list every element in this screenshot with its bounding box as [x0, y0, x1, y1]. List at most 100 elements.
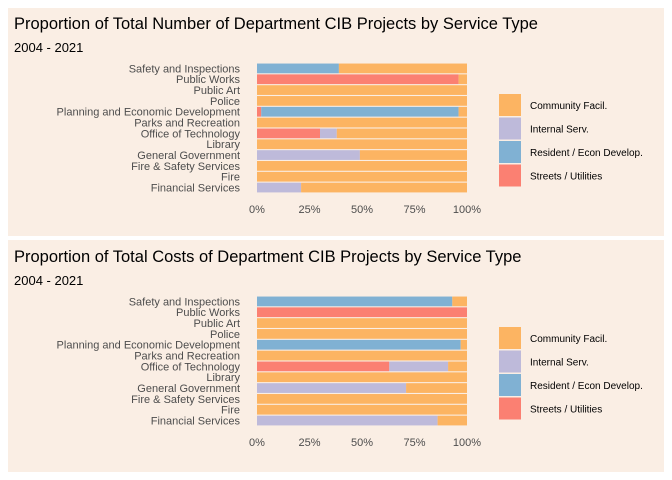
category-label-library: Library	[206, 139, 240, 151]
legend: Community Facil. Internal Serv. Resident /…	[499, 94, 643, 187]
x-tick-label: 50%	[351, 204, 373, 216]
bar-public-works-streets-utilities	[257, 307, 467, 318]
x-axis-tick-labels: 0% 25% 50% 75% 100%	[249, 437, 481, 449]
chart-title: Proportion of Total Costs of Department …	[14, 248, 521, 266]
bar-segments	[257, 63, 467, 193]
category-label-police: Police	[210, 96, 240, 108]
category-label-safety-and-inspections: Safety and Inspections	[129, 63, 241, 75]
category-label-office-of-technology: Office of Technology	[141, 361, 241, 373]
category-label-financial-services: Financial Services	[151, 183, 241, 195]
bar-office-of-technology-internal-serv	[389, 361, 449, 372]
chart-subtitle: 2004 - 2021	[14, 273, 83, 288]
category-label-planning-and-economic-development: Planning and Economic Development	[57, 107, 240, 119]
legend-label-streets-utilities: Streets / Utilities	[530, 172, 602, 183]
bar-public-art-community-facil	[257, 318, 467, 328]
bar-financial-services-internal-serv	[257, 182, 302, 193]
bar-police-community-facil	[257, 329, 467, 339]
category-label-safety-and-inspections: Safety and Inspections	[129, 296, 241, 308]
category-label-public-works: Public Works	[176, 74, 240, 86]
x-tick-label: 25%	[298, 204, 320, 216]
x-tick-label: 100%	[453, 204, 481, 216]
x-tick-label: 25%	[298, 437, 320, 449]
bar-segments	[257, 296, 467, 426]
bar-public-works-community-facil	[458, 74, 467, 85]
category-label-general-government: General Government	[137, 383, 240, 395]
bar-office-of-technology-community-facil	[448, 361, 467, 372]
x-tick-label: 75%	[403, 204, 425, 216]
bar-fire-safety-services-community-facil	[257, 394, 467, 404]
x-tick-label: 0%	[249, 437, 265, 449]
x-tick-label: 50%	[351, 437, 373, 449]
category-label-financial-services: Financial Services	[151, 416, 241, 428]
legend-swatch-resident-econ-develop	[499, 141, 521, 163]
bar-planning-and-economic-development-community-facil	[460, 339, 467, 350]
bar-parks-and-recreation-community-facil	[257, 350, 467, 361]
legend-label-internal-serv: Internal Serv.	[530, 358, 589, 369]
bar-general-government-internal-serv	[257, 383, 407, 393]
bar-office-of-technology-streets-utilities	[257, 128, 320, 139]
bar-police-community-facil	[257, 96, 467, 106]
bar-planning-and-economic-development-resident-econ-develop	[257, 339, 461, 350]
category-label-public-art: Public Art	[194, 318, 240, 330]
category-label-parks-and-recreation: Parks and Recreation	[134, 351, 240, 363]
bar-general-government-community-facil	[406, 383, 467, 393]
panel-number-of-projects: Proportion of Total Number of Department…	[8, 8, 664, 236]
bar-planning-and-economic-development-resident-econ-develop	[261, 106, 459, 117]
x-axis-tick-labels: 0% 25% 50% 75% 100%	[249, 204, 481, 216]
panel-total-costs: Proportion of Total Costs of Department …	[8, 240, 664, 472]
x-tick-label: 75%	[403, 437, 425, 449]
bar-financial-services-internal-serv	[257, 415, 438, 426]
category-label-fire: Fire	[221, 172, 240, 184]
bar-office-of-technology-community-facil	[336, 128, 467, 139]
bar-office-of-technology-streets-utilities	[257, 361, 390, 372]
bar-financial-services-community-facil	[301, 182, 467, 193]
bar-office-of-technology-internal-serv	[320, 128, 337, 139]
category-label-fire-safety-services: Fire & Safety Services	[131, 394, 240, 406]
category-label-library: Library	[206, 372, 240, 384]
bar-fire-community-facil	[257, 171, 467, 182]
category-label-planning-and-economic-development: Planning and Economic Development	[57, 340, 240, 352]
legend: Community Facil. Internal Serv. Resident /…	[499, 327, 643, 420]
category-label-office-of-technology: Office of Technology	[141, 128, 241, 140]
legend-label-community-facil: Community Facil.	[530, 334, 607, 345]
legend-swatch-internal-serv	[499, 350, 521, 373]
bar-library-community-facil	[257, 372, 467, 383]
bar-library-community-facil	[257, 139, 467, 150]
category-label-police: Police	[210, 329, 240, 341]
category-label-public-art: Public Art	[194, 85, 240, 97]
bar-safety-and-inspections-resident-econ-develop	[257, 296, 453, 307]
legend-swatch-community-facil	[499, 94, 521, 116]
legend-swatch-internal-serv	[499, 117, 521, 140]
chart-title: Proportion of Total Number of Department…	[14, 15, 538, 33]
bar-public-works-streets-utilities	[257, 74, 459, 85]
legend-swatch-streets-utilities	[499, 164, 521, 187]
bar-general-government-internal-serv	[257, 150, 360, 160]
legend-label-resident-econ-develop: Resident / Econ Develop.	[530, 381, 643, 392]
legend-label-streets-utilities: Streets / Utilities	[530, 405, 602, 416]
category-label-public-works: Public Works	[176, 307, 240, 319]
legend-label-resident-econ-develop: Resident / Econ Develop.	[530, 148, 643, 159]
legend-label-community-facil: Community Facil.	[530, 101, 607, 112]
bar-general-government-community-facil	[359, 150, 467, 160]
category-label-fire: Fire	[221, 405, 240, 417]
bar-parks-and-recreation-community-facil	[257, 117, 467, 128]
category-label-general-government: General Government	[137, 150, 240, 162]
x-tick-label: 0%	[249, 204, 265, 216]
category-label-fire-safety-services: Fire & Safety Services	[131, 161, 240, 173]
bar-financial-services-community-facil	[437, 415, 467, 426]
bar-safety-and-inspections-community-facil	[452, 296, 467, 307]
legend-swatch-community-facil	[499, 327, 521, 349]
bar-planning-and-economic-development-community-facil	[458, 106, 467, 117]
bar-safety-and-inspections-resident-econ-develop	[257, 63, 339, 74]
x-tick-label: 100%	[453, 437, 481, 449]
bar-safety-and-inspections-community-facil	[338, 63, 467, 74]
legend-swatch-resident-econ-develop	[499, 374, 521, 396]
bar-planning-and-economic-development-streets-utilities	[257, 106, 262, 117]
chart-subtitle: 2004 - 2021	[14, 40, 83, 55]
legend-label-internal-serv: Internal Serv.	[530, 125, 589, 136]
bar-fire-safety-services-community-facil	[257, 161, 467, 171]
